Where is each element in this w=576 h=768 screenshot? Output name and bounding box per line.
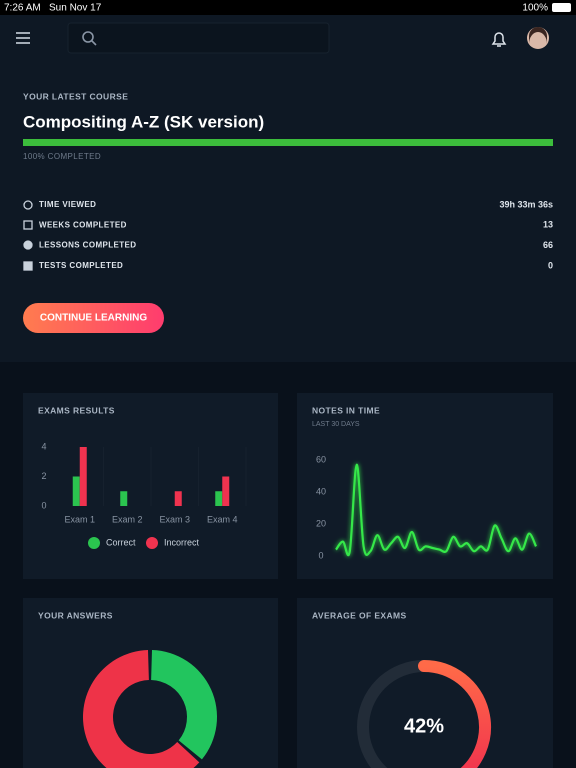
bar	[72, 476, 80, 506]
stat-label: LESSONS COMPLETED	[39, 241, 136, 250]
stat-value: 0	[548, 260, 553, 270]
status-time: 7:26 AM	[4, 3, 41, 14]
legend-label: Incorrect	[164, 537, 200, 547]
y-tick-label: 20	[316, 518, 326, 528]
card	[297, 598, 553, 768]
course-label: YOUR LATEST COURSE	[23, 91, 128, 101]
avatar-hair	[529, 27, 547, 44]
card-subtitle: LAST 30 DAYS	[312, 421, 360, 428]
card-title: YOUR ANSWERS	[38, 610, 113, 620]
card	[23, 598, 278, 768]
battery-icon	[552, 3, 571, 12]
stat-value: 13	[543, 220, 553, 230]
bar	[222, 476, 230, 506]
continue-button[interactable]	[23, 303, 164, 333]
y-tick-label: 40	[316, 486, 326, 496]
x-tick-label: Exam 1	[64, 514, 95, 524]
legend-swatch	[88, 537, 100, 549]
stat-label: TIME VIEWED	[39, 200, 96, 209]
stat-value: 66	[543, 240, 553, 250]
stat-label: TESTS COMPLETED	[39, 261, 123, 270]
menu-button[interactable]	[16, 32, 30, 44]
bar	[174, 491, 182, 506]
progress-label: 100% COMPLETED	[23, 152, 101, 161]
status-date: Sun Nov 17	[49, 3, 102, 14]
battery-label: 100%	[522, 3, 548, 14]
x-tick-label: Exam 3	[159, 514, 190, 524]
progress-bar	[23, 139, 553, 146]
card-title: NOTES IN TIME	[312, 405, 380, 415]
legend-swatch	[146, 537, 158, 549]
y-tick-label: 60	[316, 454, 326, 464]
stat-icons	[23, 200, 33, 271]
stat-value: 39h 33m 36s	[499, 199, 553, 209]
status-bar	[0, 0, 576, 15]
y-tick-label: 2	[41, 471, 46, 481]
y-tick-label: 0	[318, 550, 323, 560]
continue-button-label[interactable]: CONTINUE LEARNING	[40, 313, 147, 324]
line	[335, 463, 538, 557]
gauge-label: 42%	[404, 715, 444, 737]
bar	[79, 447, 87, 506]
search-icon	[82, 31, 97, 46]
x-tick-label: Exam 2	[112, 514, 143, 524]
bar	[215, 491, 223, 506]
donut-segment	[151, 650, 217, 760]
y-tick-label: 0	[41, 500, 46, 510]
donut-segment	[83, 650, 200, 768]
search-box[interactable]	[67, 22, 330, 54]
bar	[120, 491, 128, 506]
x-tick-label: Exam 4	[207, 514, 238, 524]
gauge-arc	[418, 660, 491, 768]
course-title: Compositing A-Z (SK version)	[23, 112, 264, 131]
legend-label: Correct	[106, 537, 136, 547]
notification-bell[interactable]	[491, 32, 507, 47]
stat-label: WEEKS COMPLETED	[39, 220, 127, 229]
card-title: EXAMS RESULTS	[38, 405, 115, 415]
y-tick-label: 4	[41, 441, 46, 451]
card-title: AVERAGE OF EXAMS	[312, 610, 407, 620]
